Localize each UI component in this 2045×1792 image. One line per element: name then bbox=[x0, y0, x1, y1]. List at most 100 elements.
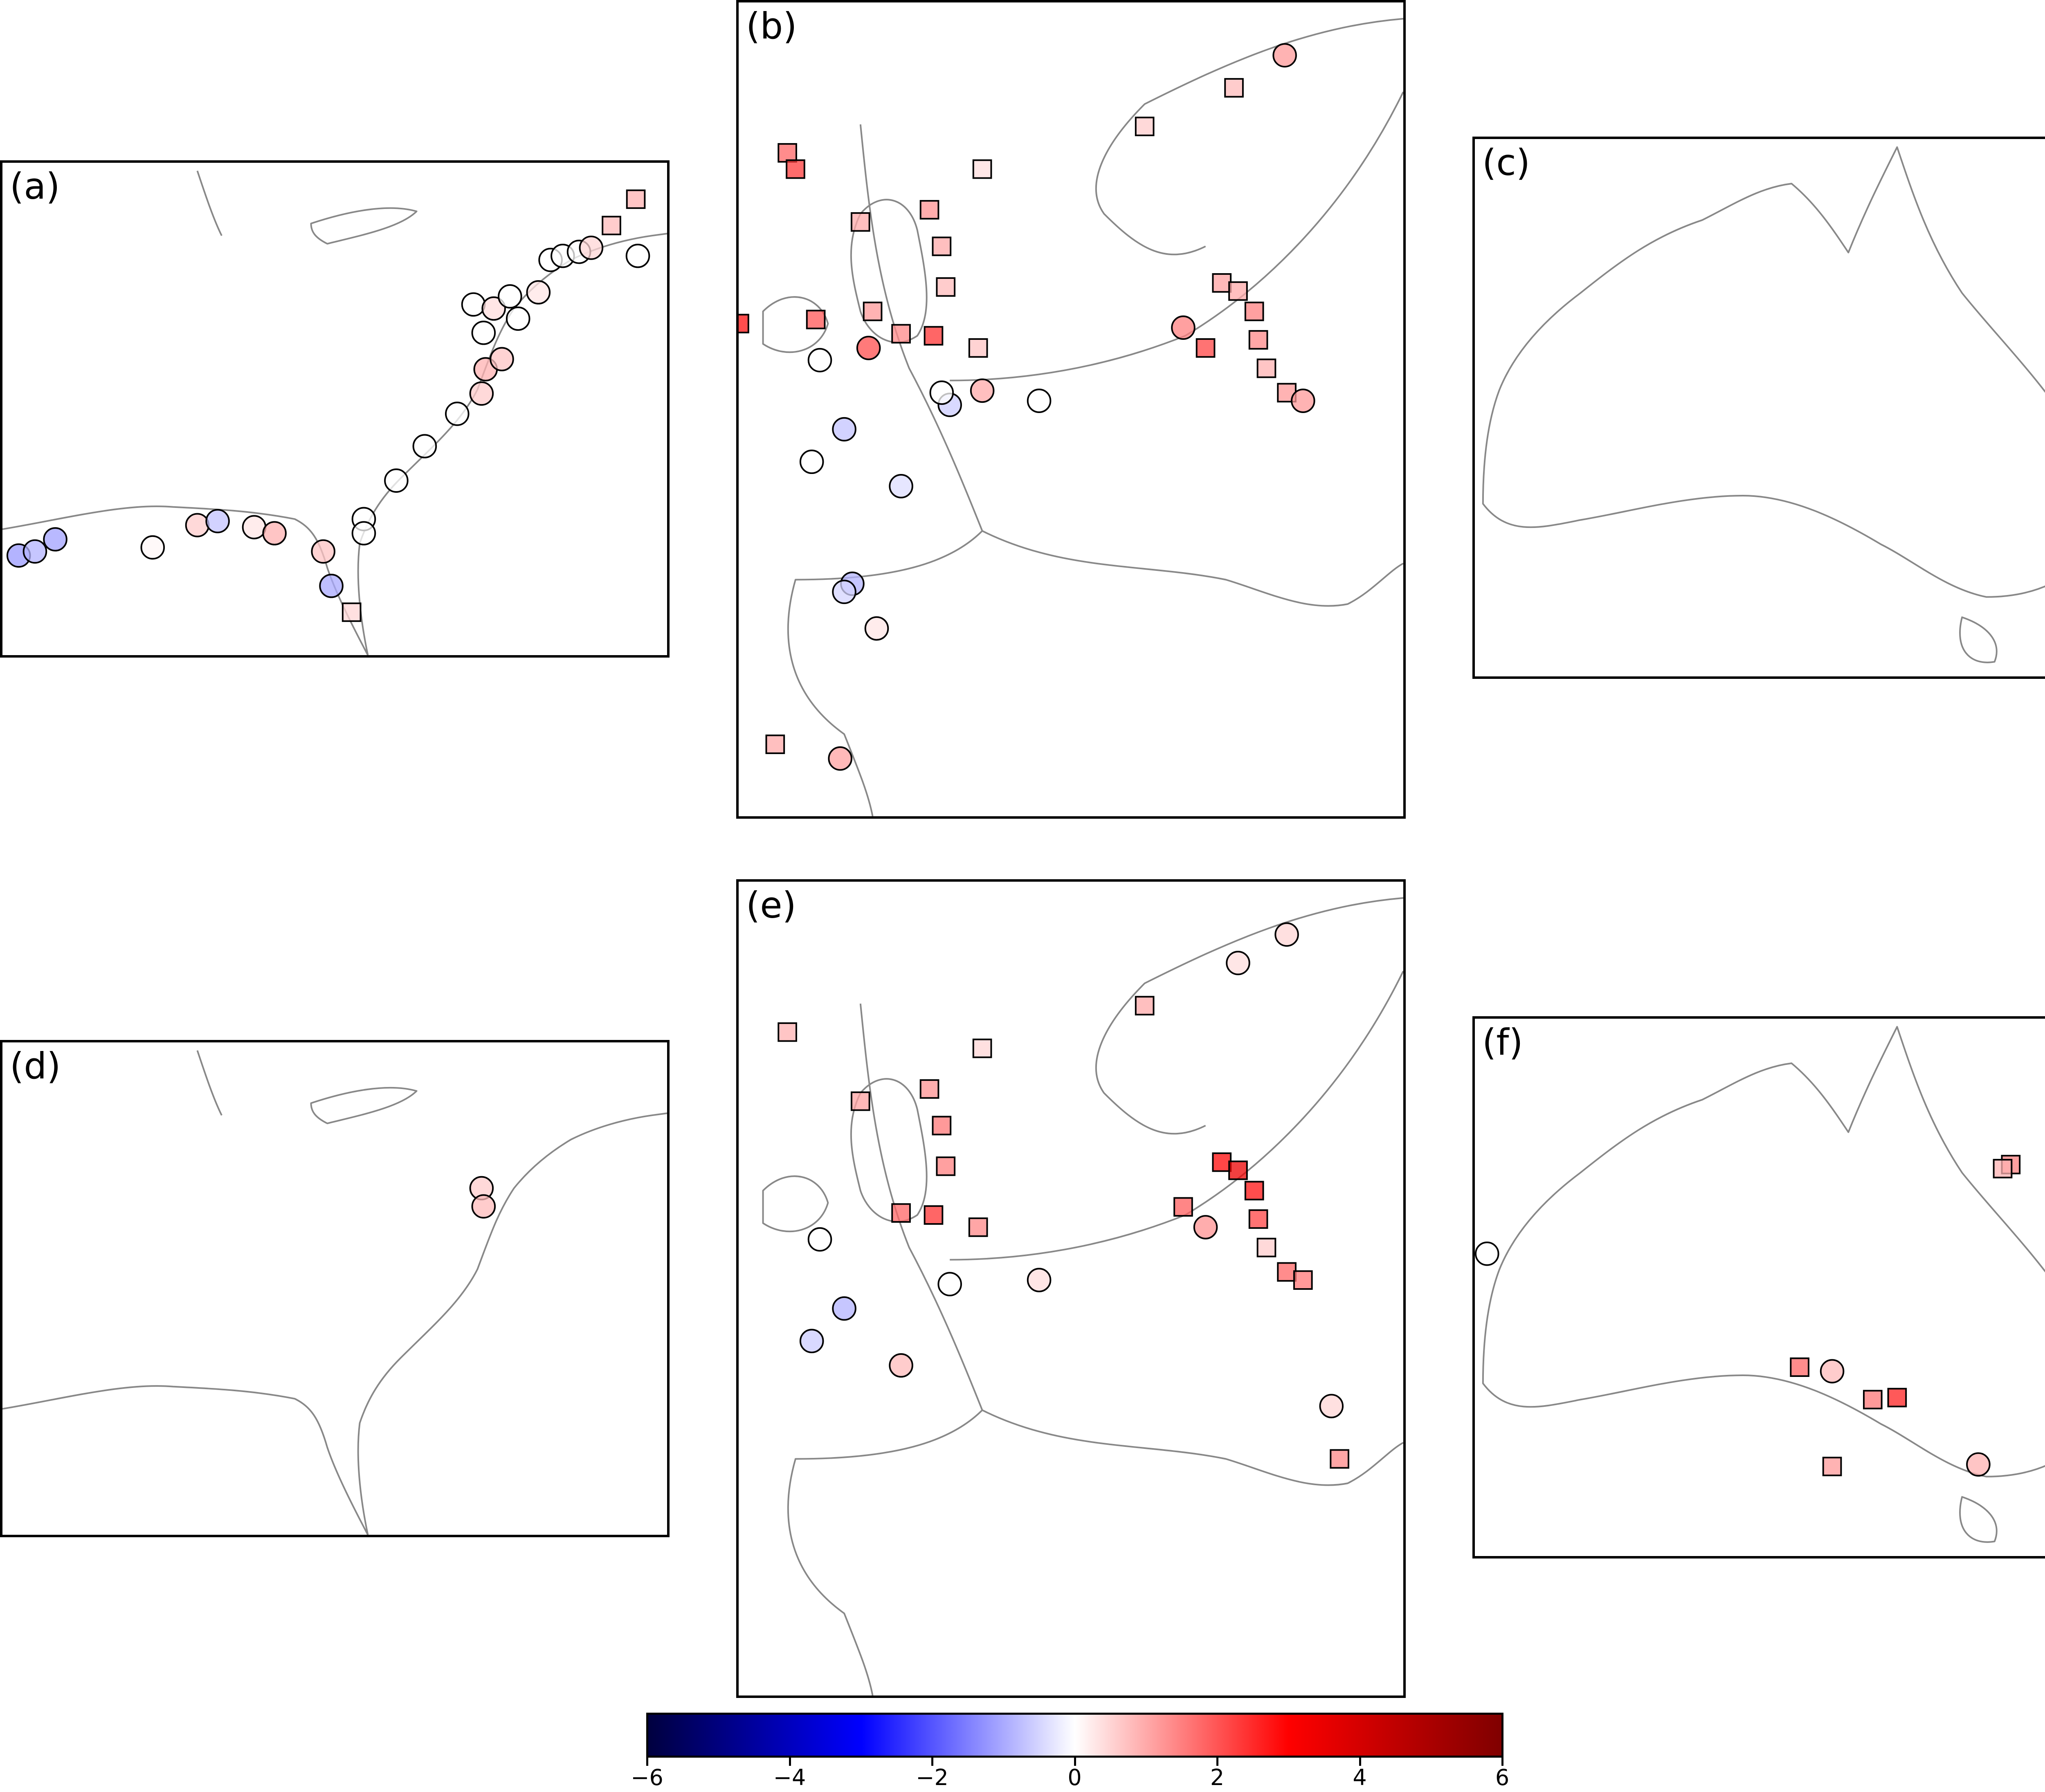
station-marker-circle bbox=[311, 539, 335, 564]
station-marker-square bbox=[1248, 1209, 1268, 1229]
panel-label-c: (c) bbox=[1482, 141, 1530, 184]
colorbar-tick-mark bbox=[1074, 1758, 1076, 1766]
panel-label-e: (e) bbox=[746, 884, 796, 926]
station-marker-square bbox=[924, 1205, 944, 1225]
station-marker-square bbox=[1196, 338, 1216, 358]
station-marker-circle bbox=[970, 378, 995, 403]
station-marker-circle bbox=[242, 515, 267, 539]
station-marker-square bbox=[919, 200, 939, 220]
station-marker-circle bbox=[828, 746, 852, 771]
australia-coastline-f bbox=[1482, 1026, 2045, 1543]
station-marker-square bbox=[1256, 358, 1276, 378]
station-marker-circle bbox=[471, 321, 496, 345]
station-marker-circle bbox=[1027, 388, 1052, 413]
station-marker-square bbox=[1173, 1197, 1193, 1217]
great-lakes-d bbox=[196, 1050, 418, 1125]
station-marker-circle bbox=[1226, 950, 1250, 975]
station-marker-square bbox=[924, 326, 944, 346]
map-panel-f: (f) bbox=[1472, 1016, 2045, 1558]
station-marker-circle bbox=[461, 292, 486, 317]
station-marker-square bbox=[778, 1022, 797, 1042]
station-marker-circle bbox=[1274, 922, 1299, 947]
station-marker-circle bbox=[445, 402, 470, 426]
station-marker-square bbox=[765, 734, 785, 754]
station-marker-circle bbox=[1291, 388, 1315, 413]
station-marker-circle bbox=[799, 1329, 824, 1354]
station-marker-circle bbox=[469, 381, 494, 406]
station-marker-square bbox=[739, 314, 749, 334]
station-marker-square bbox=[806, 310, 826, 330]
panel-label-a: (a) bbox=[10, 165, 60, 207]
station-marker-square bbox=[1790, 1357, 1809, 1377]
station-marker-circle bbox=[262, 521, 287, 546]
station-marker-circle bbox=[1319, 1394, 1344, 1419]
station-marker-square bbox=[850, 212, 870, 232]
station-marker-circle bbox=[832, 1296, 856, 1321]
great-lakes-a bbox=[196, 171, 418, 245]
station-marker-circle bbox=[185, 513, 210, 537]
station-marker-circle bbox=[579, 236, 604, 260]
station-marker-circle bbox=[832, 417, 856, 442]
station-marker-circle bbox=[889, 474, 913, 499]
colorbar-tick-label: −6 bbox=[631, 1765, 663, 1790]
station-marker-circle bbox=[832, 579, 856, 604]
station-marker-square bbox=[936, 1156, 956, 1176]
panel-label-b: (b) bbox=[746, 5, 797, 47]
station-marker-square bbox=[932, 236, 952, 256]
colorbar-tick-label: −4 bbox=[773, 1765, 806, 1790]
station-marker-square bbox=[1887, 1388, 1907, 1408]
station-marker-square bbox=[786, 159, 805, 179]
station-marker-circle bbox=[481, 296, 506, 321]
station-marker-circle bbox=[1272, 43, 1297, 68]
colorbar-tick-label: 6 bbox=[1495, 1765, 1510, 1790]
station-marker-square bbox=[1293, 1270, 1313, 1290]
map-b-svg bbox=[739, 18, 1403, 816]
station-marker-square bbox=[626, 189, 646, 209]
europe-coastline-b bbox=[787, 18, 1403, 816]
station-marker-circle bbox=[625, 244, 650, 268]
station-marker-square bbox=[972, 1038, 992, 1058]
station-marker-circle bbox=[490, 347, 514, 371]
station-marker-square bbox=[891, 1203, 911, 1223]
colorbar-tick-label: 0 bbox=[1067, 1765, 1082, 1790]
australia-coastline-c bbox=[1482, 146, 2045, 663]
colorbar-tick-label: 4 bbox=[1353, 1765, 1367, 1790]
station-marker-circle bbox=[471, 1194, 496, 1219]
map-a-svg bbox=[2, 171, 667, 655]
station-marker-circle bbox=[856, 336, 881, 360]
station-marker-circle bbox=[506, 306, 530, 331]
station-marker-circle bbox=[864, 616, 889, 641]
station-marker-circle bbox=[807, 1227, 832, 1252]
station-marker-square bbox=[891, 324, 911, 344]
station-marker-circle bbox=[412, 434, 437, 458]
map-panel-c: (c) bbox=[1472, 137, 2045, 679]
station-marker-circle bbox=[1027, 1268, 1052, 1292]
panel-label-f: (f) bbox=[1482, 1021, 1523, 1063]
colorbar-tick-mark bbox=[1216, 1758, 1218, 1766]
colorbar-tick-mark bbox=[1501, 1758, 1503, 1766]
station-marker-circle bbox=[937, 1272, 962, 1296]
station-marker-square bbox=[602, 216, 621, 236]
station-marker-square bbox=[972, 159, 992, 179]
station-marker-square bbox=[1244, 301, 1264, 321]
station-marker-square bbox=[1212, 1152, 1232, 1172]
colorbar-tick-label: 2 bbox=[1210, 1765, 1225, 1790]
map-panel-e: (e) bbox=[736, 879, 1406, 1698]
station-marker-square bbox=[1244, 1181, 1264, 1201]
station-marker-square bbox=[932, 1116, 952, 1136]
station-marker-square bbox=[1212, 273, 1232, 293]
station-marker-square bbox=[1993, 1159, 2013, 1179]
station-marker-circle bbox=[498, 284, 522, 309]
station-marker-circle bbox=[43, 527, 67, 552]
station-marker-square bbox=[919, 1079, 939, 1099]
colorbar-tick-mark bbox=[789, 1758, 791, 1766]
station-marker-circle bbox=[1820, 1359, 1845, 1383]
station-marker-circle bbox=[319, 573, 344, 598]
station-marker-square bbox=[1135, 996, 1155, 1016]
station-marker-square bbox=[1228, 1160, 1248, 1180]
colorbar-tick-label: −2 bbox=[916, 1765, 948, 1790]
station-marker-square bbox=[863, 301, 883, 321]
station-marker-square bbox=[1224, 78, 1244, 98]
colorbar-tick-mark bbox=[1359, 1758, 1361, 1766]
station-marker-circle bbox=[140, 535, 165, 560]
